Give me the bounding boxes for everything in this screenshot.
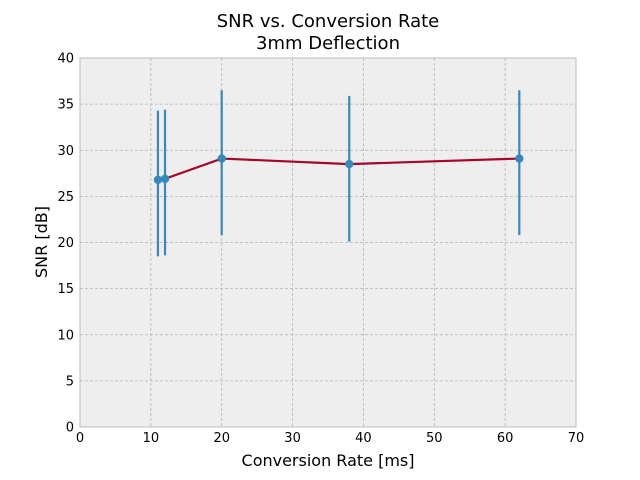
y-tick-label: 15 <box>57 282 74 297</box>
y-tick-label: 35 <box>57 98 74 113</box>
data-marks <box>153 90 524 257</box>
y-tick-label: 30 <box>57 144 74 159</box>
x-tick-label: 20 <box>213 431 230 446</box>
y-axis: 0 5 10 15 20 25 30 35 40 <box>57 52 74 436</box>
x-tick-label: 10 <box>143 431 160 446</box>
x-tick-label: 50 <box>426 431 443 446</box>
y-tick-label: 20 <box>57 236 74 251</box>
y-tick-label: 40 <box>57 52 74 67</box>
data-point <box>515 154 524 163</box>
data-point <box>153 175 163 184</box>
y-axis-label: SNR [dB] <box>32 206 51 278</box>
plot-frame <box>79 57 577 428</box>
y-tick-label: 25 <box>57 190 74 205</box>
x-axis-label: Conversion Rate [ms] <box>242 451 415 470</box>
data-point <box>345 159 354 169</box>
x-tick-label: 70 <box>568 431 585 446</box>
data-point <box>217 154 226 163</box>
x-tick-label: 30 <box>284 431 301 446</box>
chart-title: SNR vs. Conversion Rate <box>217 11 440 32</box>
x-axis: 0 10 20 30 40 50 60 70 <box>76 431 584 446</box>
y-tick-label: 10 <box>57 328 74 343</box>
y-tick-label: 5 <box>66 374 74 389</box>
data-point <box>160 174 170 184</box>
x-tick-label: 40 <box>355 431 372 446</box>
x-tick-label: 60 <box>497 431 514 446</box>
chart-subtitle: 3mm Deflection <box>256 33 400 54</box>
x-tick-label: 0 <box>76 431 84 446</box>
y-tick-label: 0 <box>66 421 74 436</box>
